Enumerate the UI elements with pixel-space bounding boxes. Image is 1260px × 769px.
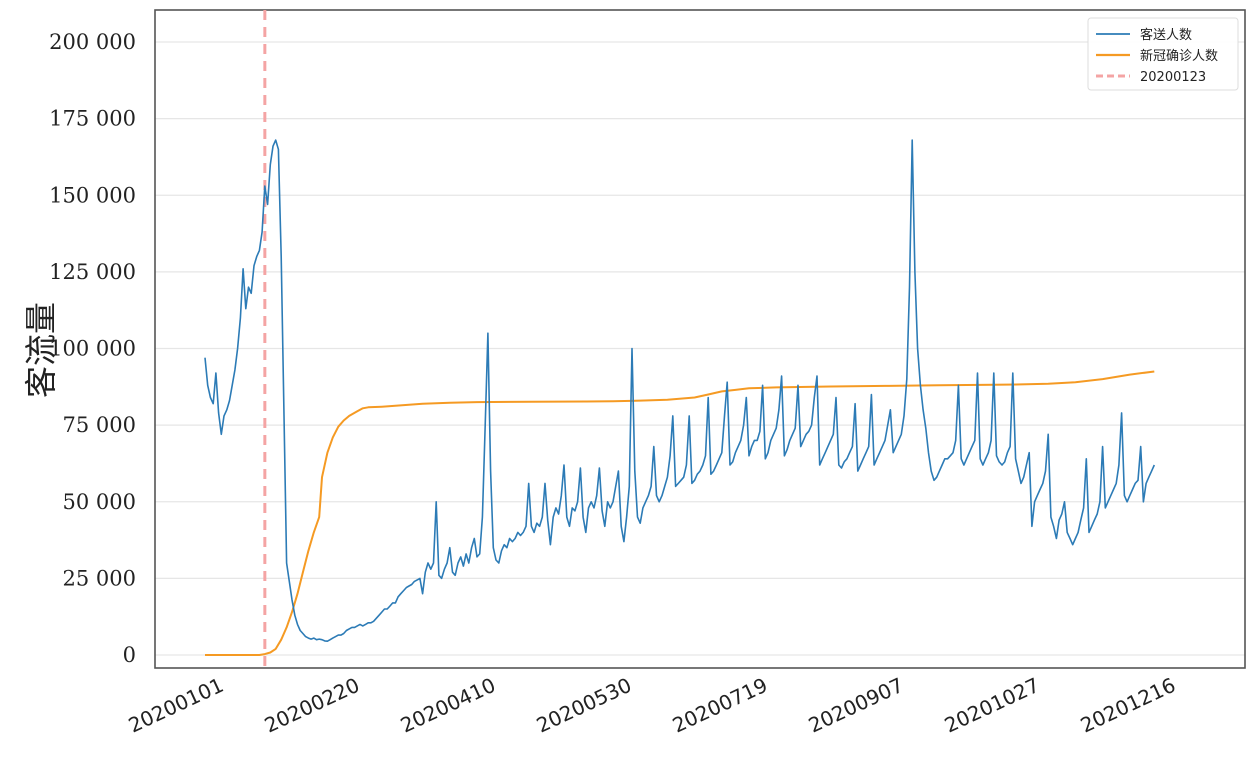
plot-frame — [154, 9, 1246, 669]
y-tick-label: 125 000 — [49, 260, 136, 284]
x-tick-label: 20200101 — [125, 673, 227, 738]
x-tick-label: 20200530 — [533, 673, 635, 738]
legend-label: 新冠确诊人数 — [1140, 48, 1218, 64]
y-tick-label: 25 000 — [63, 566, 136, 590]
series-line-0 — [204, 139, 1156, 643]
y-tick-label: 0 — [123, 643, 136, 667]
y-tick-label: 100 000 — [49, 337, 136, 361]
x-tick-label: 20200220 — [261, 673, 363, 738]
series-lines — [204, 10, 1156, 668]
y-tick-label: 150 000 — [49, 183, 136, 207]
x-tick-label: 20200907 — [805, 673, 907, 738]
legend-label: 20200123 — [1140, 70, 1206, 85]
y-tick-label: 75 000 — [63, 413, 136, 437]
y-tick-label: 50 000 — [63, 490, 136, 514]
y-tick-label: 200 000 — [49, 30, 136, 54]
series-line-1 — [205, 370, 1155, 656]
legend-box — [1087, 17, 1239, 91]
x-tick-label: 20201216 — [1077, 673, 1179, 738]
x-axis-ticks: 20200101 20200220 20200410 20200530 20200719… — [125, 673, 1179, 738]
y-axis-ticks: 0 25 000 50 000 75 000 100 000 125 000 150 000… — [49, 30, 136, 667]
legend-label: 客送人数 — [1140, 27, 1192, 43]
y-tick-label: 175 000 — [49, 107, 136, 131]
gridlines — [155, 41, 1245, 656]
x-tick-label: 20200410 — [397, 673, 499, 738]
y-axis-label: 客流量 — [22, 302, 60, 398]
x-tick-label: 20201027 — [941, 673, 1043, 738]
x-tick-label: 20200719 — [669, 673, 771, 738]
